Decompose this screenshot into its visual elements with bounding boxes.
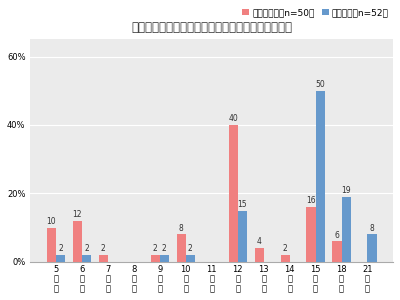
Text: 19: 19 xyxy=(341,186,351,195)
Bar xyxy=(160,255,169,262)
Text: 2: 2 xyxy=(188,244,193,253)
Text: 10: 10 xyxy=(47,217,56,226)
Text: 15: 15 xyxy=(238,200,247,209)
Bar xyxy=(73,221,82,262)
Bar xyxy=(229,125,238,262)
Text: 2: 2 xyxy=(58,244,63,253)
Text: 8: 8 xyxy=(370,224,374,233)
Bar xyxy=(342,197,351,262)
Text: 6: 6 xyxy=(334,231,340,240)
Bar xyxy=(238,211,247,262)
Bar xyxy=(368,235,376,262)
Text: 2: 2 xyxy=(162,244,167,253)
Bar xyxy=(316,91,325,262)
Text: 8: 8 xyxy=(179,224,184,233)
Bar xyxy=(332,241,342,262)
Bar xyxy=(56,255,65,262)
Text: 40: 40 xyxy=(228,114,238,123)
Bar xyxy=(280,255,290,262)
Text: 2: 2 xyxy=(101,244,106,253)
Legend: 一般内科医（n=50）, 小児科医（n=52）: 一般内科医（n=50）, 小児科医（n=52） xyxy=(242,8,388,17)
Text: 2: 2 xyxy=(283,244,288,253)
Text: 2: 2 xyxy=(153,244,158,253)
Bar xyxy=(306,207,316,262)
Bar xyxy=(151,255,160,262)
Title: 医師が目安とする小児科から一般内科への移行時期: 医師が目安とする小児科から一般内科への移行時期 xyxy=(131,21,292,34)
Bar xyxy=(47,228,56,262)
Bar xyxy=(254,248,264,262)
Bar xyxy=(177,235,186,262)
Text: 4: 4 xyxy=(257,238,262,247)
Bar xyxy=(186,255,195,262)
Text: 2: 2 xyxy=(84,244,89,253)
Text: 50: 50 xyxy=(315,80,325,89)
Bar xyxy=(82,255,91,262)
Text: 12: 12 xyxy=(73,210,82,219)
Bar xyxy=(99,255,108,262)
Text: 16: 16 xyxy=(306,196,316,206)
